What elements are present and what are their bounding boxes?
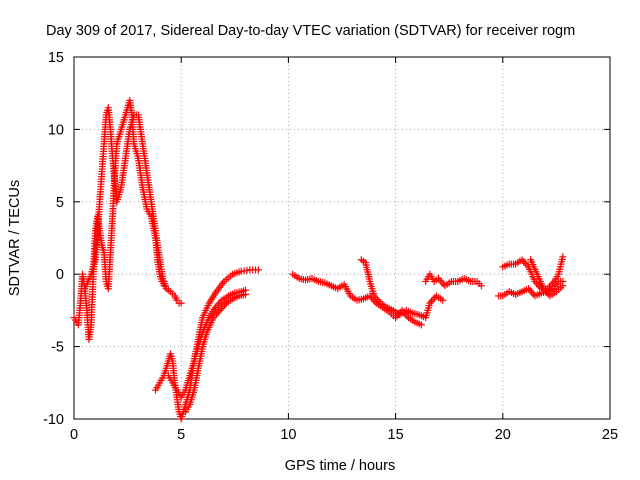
x-axis-label: GPS time / hours (285, 458, 395, 474)
data-point-marker (559, 253, 567, 261)
data-point-marker (439, 296, 447, 304)
y-tick-label: -10 (43, 412, 64, 428)
plot-frame (73, 56, 611, 420)
y-tick-label: 0 (56, 267, 64, 283)
data-point-marker (559, 282, 567, 290)
chart-title: Day 309 of 2017, Sidereal Day-to-day VTE… (46, 23, 575, 39)
x-tick-label: 10 (280, 427, 296, 443)
data-point-marker (160, 282, 168, 290)
data-point-marker (177, 299, 185, 307)
data-point-marker (477, 282, 485, 290)
grid-lines (74, 57, 610, 419)
data-markers (70, 96, 567, 423)
data-point-marker (417, 321, 425, 329)
x-tick-label: 5 (177, 427, 185, 443)
y-tick-label: 10 (48, 122, 64, 138)
y-tick-label: 5 (56, 195, 64, 211)
x-tick-label: 0 (70, 427, 78, 443)
y-tick-label: -5 (51, 340, 64, 356)
x-tick-label: 25 (602, 427, 618, 443)
y-axis-label: SDTVAR / TECUs (7, 180, 23, 296)
x-tick-label: 15 (388, 427, 404, 443)
x-tick-label: 20 (495, 427, 511, 443)
axis-ticks: 0 5 10 15 20 25 -10 -5 0 5 10 15 (43, 50, 618, 443)
data-point-marker (254, 266, 262, 274)
y-tick-label: 15 (48, 50, 64, 66)
data-point-marker (242, 290, 250, 298)
